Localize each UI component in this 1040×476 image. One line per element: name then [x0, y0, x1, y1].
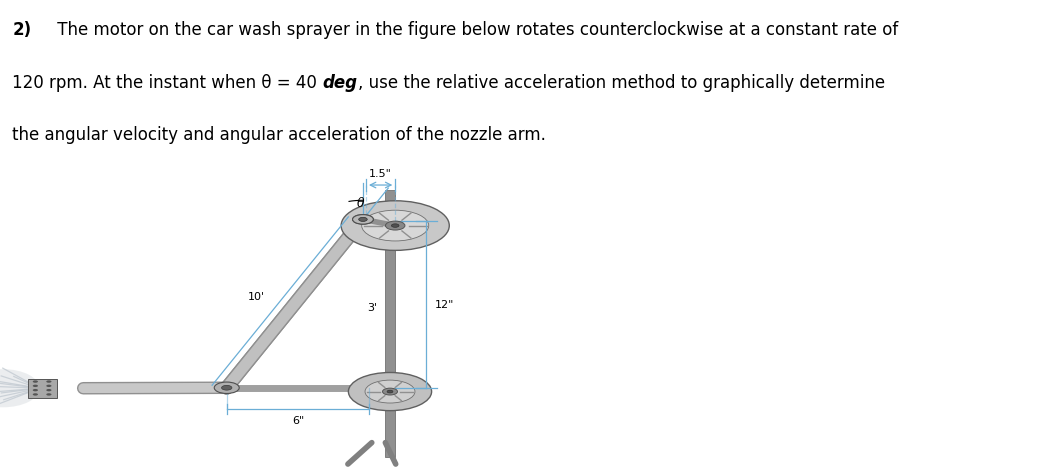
- Circle shape: [214, 382, 239, 394]
- Bar: [379, 216, 401, 230]
- Circle shape: [387, 390, 393, 393]
- Text: The motor on the car wash sprayer in the figure below rotates counterclockwise a: The motor on the car wash sprayer in the…: [52, 21, 899, 40]
- Circle shape: [33, 381, 38, 383]
- Text: 2): 2): [12, 21, 31, 40]
- Circle shape: [359, 218, 367, 222]
- Text: 10': 10': [248, 292, 264, 302]
- Text: 120 rpm. At the instant when θ = 40 deg, use the relative acceleration method to: 120 rpm. At the instant when θ = 40 deg,…: [12, 74, 881, 92]
- Circle shape: [348, 373, 432, 411]
- Text: the angular velocity and angular acceleration of the nozzle arm.: the angular velocity and angular acceler…: [12, 126, 546, 144]
- Text: 120 rpm. At the instant when θ = 40: 120 rpm. At the instant when θ = 40: [12, 74, 322, 92]
- Circle shape: [353, 215, 373, 225]
- Circle shape: [33, 385, 38, 387]
- Circle shape: [365, 380, 415, 403]
- Circle shape: [362, 211, 428, 241]
- Bar: [385, 190, 395, 457]
- Circle shape: [383, 388, 397, 395]
- Text: 6": 6": [292, 416, 304, 426]
- Text: 3': 3': [367, 302, 378, 312]
- Circle shape: [353, 215, 373, 225]
- Circle shape: [222, 386, 232, 390]
- Bar: [28, 379, 57, 398]
- Ellipse shape: [0, 369, 40, 407]
- Circle shape: [386, 222, 405, 230]
- Circle shape: [47, 389, 52, 391]
- Text: θ: θ: [357, 197, 364, 209]
- Circle shape: [391, 224, 399, 228]
- Text: , use the relative acceleration method to graphically determine: , use the relative acceleration method t…: [358, 74, 885, 92]
- Text: 1.5": 1.5": [369, 169, 392, 179]
- Bar: [379, 382, 401, 397]
- Circle shape: [359, 218, 367, 222]
- Circle shape: [47, 385, 52, 387]
- Text: 12": 12": [435, 300, 454, 309]
- Circle shape: [47, 381, 52, 383]
- Circle shape: [33, 393, 38, 396]
- Circle shape: [47, 393, 52, 396]
- Circle shape: [341, 201, 449, 251]
- Circle shape: [33, 389, 38, 391]
- Circle shape: [216, 383, 237, 393]
- Text: deg: deg: [322, 74, 358, 92]
- Circle shape: [223, 386, 231, 390]
